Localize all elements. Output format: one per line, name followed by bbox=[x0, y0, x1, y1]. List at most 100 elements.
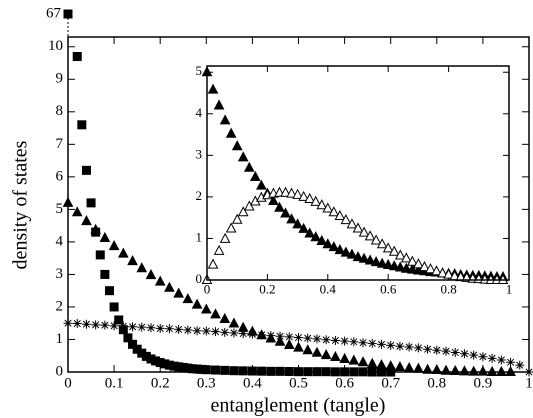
star-marker bbox=[201, 326, 211, 336]
star-marker bbox=[450, 347, 460, 357]
x-tick-label: 0.9 bbox=[474, 375, 493, 391]
triangle-marker bbox=[231, 140, 243, 151]
star-marker bbox=[469, 350, 479, 360]
star-marker bbox=[515, 360, 525, 370]
open-triangle-marker bbox=[358, 226, 370, 237]
square-marker bbox=[141, 351, 151, 361]
y-tick-label: 3 bbox=[56, 266, 64, 282]
square-marker bbox=[72, 52, 82, 62]
triangle-marker bbox=[225, 127, 237, 138]
square-marker bbox=[86, 198, 96, 208]
square-marker bbox=[151, 356, 161, 366]
x-tick-label: 0.7 bbox=[381, 375, 400, 391]
y-tick-label: 3 bbox=[196, 146, 203, 161]
open-triangle-marker bbox=[382, 242, 394, 253]
open-triangle-marker bbox=[376, 238, 388, 249]
open-triangle-marker bbox=[213, 244, 225, 255]
triangle-marker bbox=[376, 359, 387, 370]
triangle-marker bbox=[280, 207, 291, 218]
star-marker bbox=[294, 333, 303, 343]
x-tick-label: 0.6 bbox=[335, 375, 354, 391]
star-marker bbox=[432, 345, 442, 355]
triangle-marker bbox=[207, 83, 219, 94]
square-marker bbox=[146, 354, 156, 364]
square-marker bbox=[197, 364, 207, 374]
y-tick-label: 1 bbox=[56, 331, 64, 347]
x-tick-label: 0 bbox=[64, 375, 72, 391]
y-tick-label: 1 bbox=[196, 229, 203, 244]
x-tick-label: 0.2 bbox=[151, 375, 170, 391]
triangle-marker bbox=[340, 246, 352, 257]
triangle-marker bbox=[322, 238, 334, 249]
triangle-marker bbox=[71, 206, 83, 217]
triangle-marker bbox=[99, 231, 111, 242]
star-marker bbox=[321, 335, 331, 345]
square-marker bbox=[169, 361, 179, 371]
triangle-marker bbox=[302, 344, 314, 355]
star-marker bbox=[266, 331, 276, 341]
triangle-marker bbox=[400, 262, 412, 273]
x-tick-label: 0.4 bbox=[320, 281, 337, 296]
star-marker bbox=[376, 339, 386, 349]
x-tick-label: 0.8 bbox=[440, 281, 456, 296]
triangle-marker bbox=[370, 256, 382, 267]
open-triangle-marker bbox=[370, 234, 382, 245]
open-triangle-marker bbox=[334, 209, 346, 221]
triangle-marker bbox=[243, 161, 255, 172]
star-marker bbox=[118, 321, 128, 331]
star-marker bbox=[164, 324, 174, 334]
star-marker bbox=[211, 327, 221, 337]
triangle-marker bbox=[394, 361, 406, 372]
y-tick-label: 4 bbox=[196, 105, 203, 120]
square-marker bbox=[128, 339, 138, 349]
open-triangle-marker bbox=[437, 267, 448, 278]
triangle-marker bbox=[459, 365, 470, 376]
square-marker bbox=[63, 9, 73, 19]
triangle-marker bbox=[210, 308, 221, 319]
triangle-marker bbox=[219, 114, 231, 125]
triangle-marker bbox=[334, 244, 346, 255]
triangle-marker bbox=[108, 240, 120, 251]
y-tick-label: 0 bbox=[56, 363, 64, 379]
star-marker bbox=[146, 323, 156, 333]
triangle-marker bbox=[117, 247, 129, 258]
x-tick-label: 0.2 bbox=[259, 281, 275, 296]
square-marker bbox=[164, 360, 174, 370]
square-marker bbox=[220, 365, 230, 375]
square-marker bbox=[123, 333, 133, 343]
triangle-marker bbox=[286, 213, 297, 224]
square-marker bbox=[247, 366, 257, 376]
star-marker bbox=[137, 322, 147, 332]
triangle-marker bbox=[366, 357, 378, 368]
open-triangle-marker bbox=[207, 258, 219, 269]
open-triangle-marker bbox=[352, 222, 364, 233]
open-triangle-marker bbox=[425, 263, 436, 274]
triangle-marker bbox=[154, 275, 166, 286]
x-tick-label: 0 bbox=[204, 281, 211, 296]
open-triangle-marker bbox=[219, 232, 231, 243]
square-marker bbox=[95, 250, 105, 260]
star-marker bbox=[441, 346, 451, 356]
y-tick-label: 2 bbox=[196, 188, 203, 203]
triangle-marker bbox=[200, 303, 212, 314]
square-marker bbox=[155, 358, 165, 368]
triangle-marker bbox=[213, 99, 225, 110]
triangle-marker bbox=[136, 262, 148, 273]
y-tick-label: 5 bbox=[56, 201, 64, 217]
open-triangle-marker bbox=[479, 273, 491, 284]
star-marker bbox=[404, 342, 414, 352]
square-marker bbox=[174, 362, 184, 372]
star-marker bbox=[303, 333, 313, 343]
triangle-marker bbox=[413, 362, 424, 373]
y-tick-label: 7 bbox=[56, 136, 64, 152]
open-triangle-marker bbox=[340, 214, 352, 225]
open-triangle-marker bbox=[388, 245, 400, 256]
triangle-marker bbox=[407, 263, 418, 274]
triangle-marker bbox=[274, 201, 285, 212]
y-tick-label: 4 bbox=[56, 233, 64, 249]
triangle-marker bbox=[394, 261, 406, 272]
square-marker bbox=[137, 348, 147, 358]
triangle-marker bbox=[382, 258, 394, 270]
x-tick-label: 0.6 bbox=[380, 281, 397, 296]
